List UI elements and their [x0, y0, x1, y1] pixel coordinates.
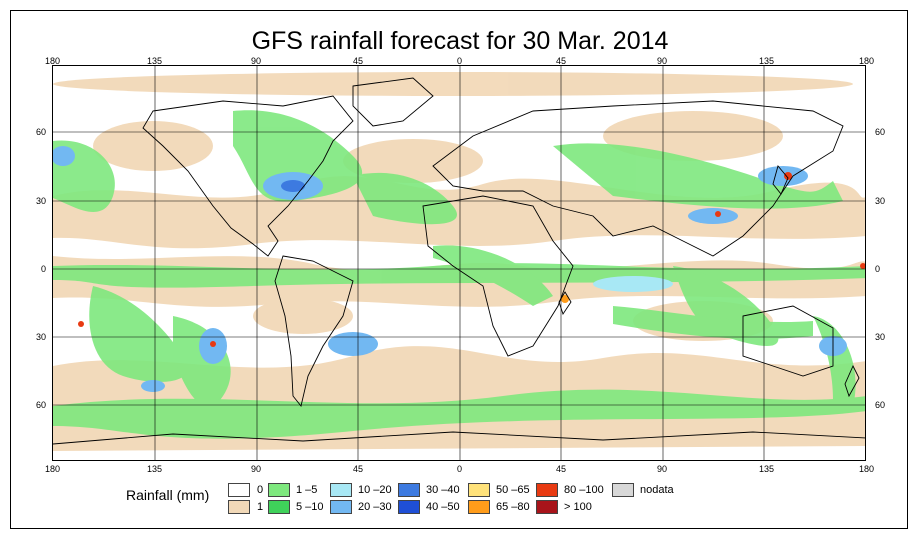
legend-label: 1 –5	[296, 484, 318, 496]
figure-frame	[10, 10, 908, 529]
top-lon-tick: 135	[759, 56, 775, 66]
legend-label: 1	[257, 501, 264, 513]
intense-rain-layer	[78, 172, 865, 347]
graticule	[53, 66, 865, 460]
rainfall-map-svg	[53, 66, 865, 460]
legend-label: 40 –50	[426, 501, 460, 513]
right-lat-tick: 60	[875, 400, 886, 410]
bottom-lon-tick: 180	[859, 464, 875, 474]
world-map	[52, 65, 866, 461]
top-lon-tick: 0	[457, 56, 463, 66]
top-lon-tick: 180	[859, 56, 875, 66]
legend-label: 80 –100	[564, 484, 604, 496]
left-lat-tick: 60	[36, 127, 47, 137]
map-title: GFS rainfall forecast for 30 Mar. 2014	[251, 27, 669, 55]
legend-label: 30 –40	[426, 484, 460, 496]
bottom-lon-tick: 135	[759, 464, 775, 474]
legend-label: 10 –20	[358, 484, 392, 496]
legend-label: 0	[257, 484, 264, 496]
japan-outline	[772, 165, 789, 195]
bottom-lon-tick: 0	[457, 464, 463, 474]
right-lat-tick: 30	[875, 332, 886, 342]
south-america-outline	[274, 255, 354, 408]
left-lat-tick: 30	[36, 332, 47, 342]
new-zealand-outline	[844, 364, 860, 398]
north-america-outline	[142, 95, 354, 257]
rainfall-legend: Rainfall (mm) 0 1 1 –5 5 –10 10 –20 20 –…	[0, 480, 920, 520]
legend-label: > 100	[564, 501, 592, 513]
top-lon-tick: 45	[353, 56, 364, 66]
top-lon-tick: 45	[556, 56, 567, 66]
legend-swatch-5	[330, 500, 352, 514]
bottom-lon-tick: 45	[556, 464, 567, 474]
legend-swatch-2	[268, 483, 290, 497]
legend-swatch-7	[398, 500, 420, 514]
right-lat-tick: 30	[875, 196, 886, 206]
legend-swatch-3	[268, 500, 290, 514]
legend-label: 5 –10	[296, 501, 324, 513]
left-lat-tick: 60	[36, 400, 47, 410]
top-lon-tick: 90	[251, 56, 262, 66]
top-lon-tick: 180	[45, 56, 61, 66]
bottom-lon-tick: 90	[657, 464, 668, 474]
bottom-lon-tick: 45	[353, 464, 364, 474]
eurasia-outline	[432, 100, 844, 257]
top-lon-tick: 135	[147, 56, 163, 66]
continent-outlines	[53, 77, 865, 445]
legend-label: nodata	[640, 484, 674, 496]
legend-label: 50 –65	[496, 484, 530, 496]
legend-label: 65 –80	[496, 501, 530, 513]
legend-swatch-4	[330, 483, 352, 497]
legend-swatch-8	[468, 483, 490, 497]
bottom-lon-tick: 135	[147, 464, 163, 474]
antarctica-outline	[53, 431, 865, 445]
legend-swatch-12	[612, 483, 634, 497]
legend-swatch-9	[468, 500, 490, 514]
australia-outline	[742, 305, 834, 377]
legend-label: 20 –30	[358, 501, 392, 513]
legend-swatch-10	[536, 483, 558, 497]
left-lat-tick: 30	[36, 196, 47, 206]
right-lat-tick: 60	[875, 127, 886, 137]
bottom-lon-tick: 180	[45, 464, 61, 474]
bottom-lon-tick: 90	[251, 464, 262, 474]
right-lat-tick: 0	[875, 264, 881, 274]
legend-swatch-11	[536, 500, 558, 514]
legend-swatch-0	[228, 483, 250, 497]
top-lon-tick: 90	[657, 56, 668, 66]
legend-swatch-6	[398, 483, 420, 497]
legend-title: Rainfall (mm)	[126, 487, 210, 503]
heavy-rain-layer	[53, 146, 847, 392]
africa-outline	[422, 195, 574, 357]
legend-swatch-1	[228, 500, 250, 514]
greenland-outline	[352, 77, 434, 127]
left-lat-tick: 0	[41, 264, 47, 274]
